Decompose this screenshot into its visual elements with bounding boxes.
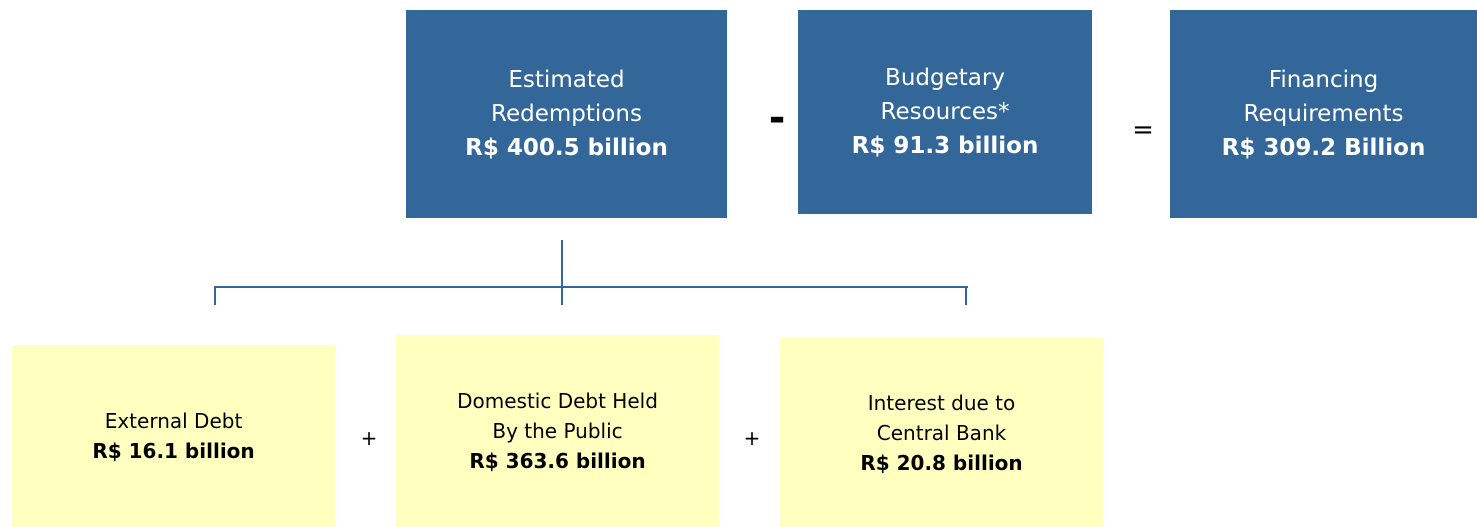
node-label: Requirements xyxy=(1243,101,1404,127)
node-value: R$ 20.8 billion xyxy=(860,450,1023,475)
node-label: Central Bank xyxy=(876,420,1007,445)
node-label: Budgetary xyxy=(885,65,1005,91)
node-label: Redemptions xyxy=(491,101,642,127)
node-box: Domestic Debt Held By the Public R$ 363.… xyxy=(396,335,719,527)
operator: + xyxy=(743,426,761,450)
node-value: R$ 400.5 billion xyxy=(465,135,668,161)
node-value: R$ 309.2 Billion xyxy=(1221,135,1426,161)
node-box: External Debt R$ 16.1 billion xyxy=(12,345,335,527)
connector xyxy=(214,286,968,288)
node-value: R$ 16.1 billion xyxy=(92,439,255,463)
node-box: Budgetary Resources* R$ 91.3 billion xyxy=(798,10,1092,214)
connector xyxy=(561,240,563,305)
node-label: External Debt xyxy=(104,409,243,433)
node-label: Estimated xyxy=(508,67,625,93)
node-value: R$ 363.6 billion xyxy=(469,449,646,473)
node-value: R$ 91.3 billion xyxy=(851,133,1039,159)
operator: = xyxy=(1132,115,1154,145)
connector xyxy=(965,286,967,305)
node-label: Domestic Debt Held xyxy=(457,389,658,413)
node-box: Estimated Redemptions R$ 400.5 billion xyxy=(406,10,727,218)
operator: - xyxy=(768,95,786,141)
connector xyxy=(214,286,216,305)
node-box: Financing Requirements R$ 309.2 Billion xyxy=(1170,10,1477,218)
node-box: Interest due to Central Bank R$ 20.8 bil… xyxy=(780,338,1103,527)
node-label: Interest due to xyxy=(867,390,1016,415)
node-label: By the Public xyxy=(492,419,623,443)
node-label: Resources* xyxy=(880,99,1010,125)
node-label: Financing xyxy=(1268,67,1379,93)
operator: + xyxy=(360,426,378,450)
